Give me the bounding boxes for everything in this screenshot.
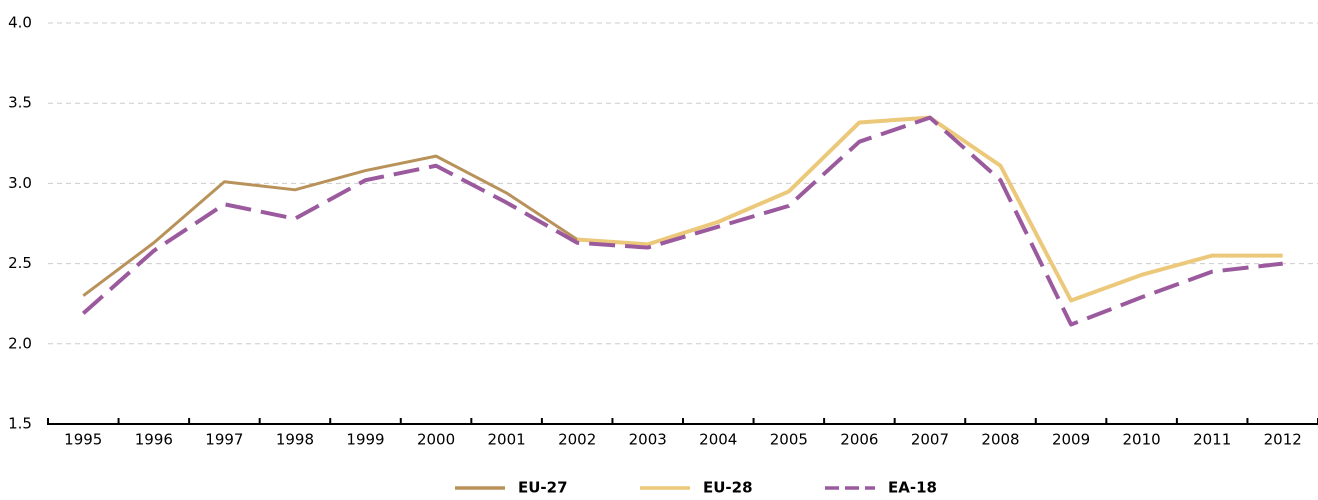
x-tick-label: 2003: [629, 431, 667, 449]
legend-label: EU-28: [703, 479, 753, 497]
y-tick-label: 2.5: [8, 254, 32, 272]
x-tick-label: 2009: [1052, 431, 1090, 449]
x-tick-label: 2000: [417, 431, 455, 449]
x-tick-label: 1999: [346, 431, 384, 449]
x-tick-label: 2002: [558, 431, 596, 449]
y-tick-label: 3.5: [8, 94, 32, 112]
x-tick-label: 2011: [1193, 431, 1231, 449]
x-tick-label: 2001: [488, 431, 526, 449]
series-line: [81, 115, 1283, 327]
x-tick-label: 1996: [135, 431, 173, 449]
x-tick-label: 1995: [64, 431, 102, 449]
x-tick-label: 2006: [840, 431, 878, 449]
x-tick-label: 2005: [770, 431, 808, 449]
x-tick-label: 2012: [1264, 431, 1302, 449]
x-tick-label: 1998: [276, 431, 314, 449]
x-tick-label: 1997: [205, 431, 243, 449]
legend-label: EU-27: [518, 479, 568, 497]
y-tick-label: 2.0: [8, 334, 32, 352]
series-line: [577, 115, 1283, 303]
legend-label: EA-18: [888, 479, 937, 497]
y-tick-label: 4.0: [8, 14, 32, 32]
x-tick-label: 2004: [699, 431, 737, 449]
x-tick-label: 2010: [1123, 431, 1161, 449]
y-tick-label: 3.0: [8, 174, 32, 192]
series-line: [82, 154, 648, 297]
x-tick-label: 2008: [981, 431, 1019, 449]
y-tick-label: 1.5: [8, 415, 32, 433]
x-tick-label: 2007: [911, 431, 949, 449]
